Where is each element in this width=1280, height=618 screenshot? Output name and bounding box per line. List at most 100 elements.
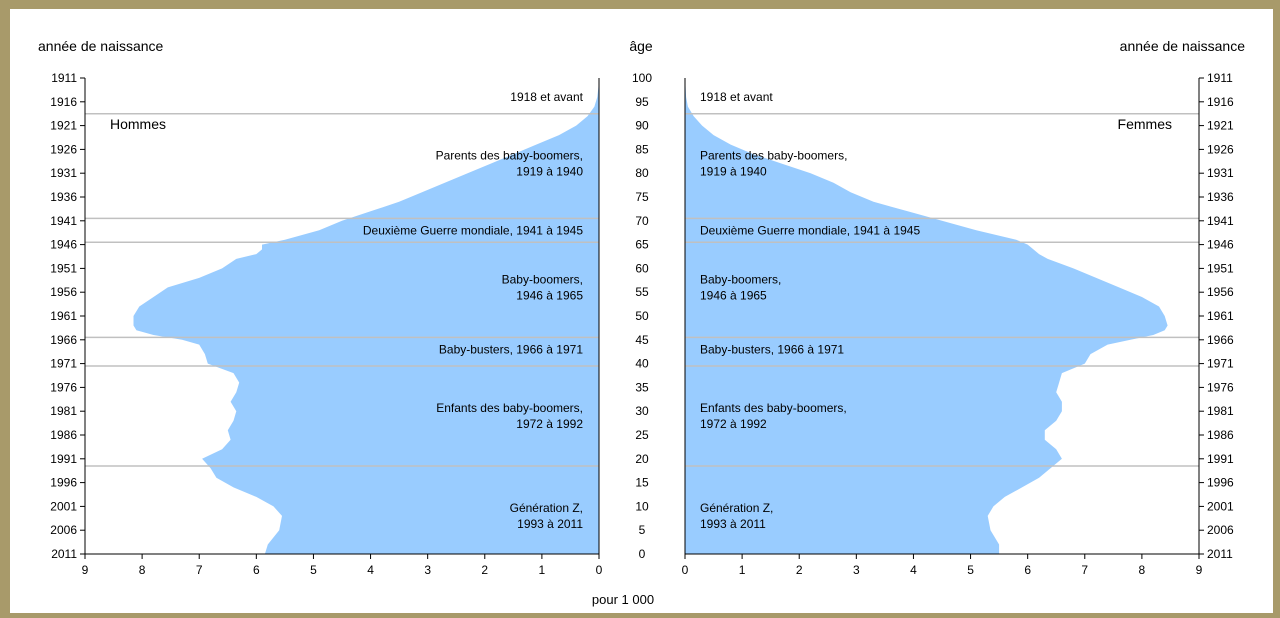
birth-year-tick-label-right: 1986	[1207, 428, 1234, 442]
birth-year-tick-label-left: 1921	[50, 119, 77, 133]
plot-area	[85, 78, 1199, 554]
birth-year-tick-label-right: 1956	[1207, 285, 1234, 299]
birth-year-tick-label-left: 1971	[50, 357, 77, 371]
age-tick-label: 30	[635, 404, 649, 418]
birth-year-tick-label-right: 2006	[1207, 523, 1234, 537]
x-tick-label-left: 4	[367, 563, 374, 577]
age-tick-label: 35	[635, 380, 649, 394]
series-area-femmes	[685, 78, 1168, 554]
age-tick-label: 20	[635, 452, 649, 466]
birth-year-tick-label-right: 1946	[1207, 238, 1234, 252]
generation-label-right-0: 1918 et avant	[700, 90, 773, 104]
x-tick-label-left: 6	[253, 563, 260, 577]
x-tick-label-left: 3	[424, 563, 431, 577]
age-tick-label: 65	[635, 238, 649, 252]
birth-year-tick-label-left: 1996	[50, 476, 77, 490]
generation-label-right-6: 1993 à 2011	[700, 517, 766, 531]
generation-label-left-3: Baby-boomers,	[502, 272, 583, 286]
birth-year-tick-label-left: 1961	[50, 309, 77, 323]
birth-year-tick-label-left: 1981	[50, 404, 77, 418]
x-tick-label-left: 8	[139, 563, 146, 577]
x-tick-label-right: 3	[853, 563, 860, 577]
x-tick-label-left: 0	[596, 563, 603, 577]
birth-year-tick-label-right: 1981	[1207, 404, 1234, 418]
birth-year-tick-label-right: 1961	[1207, 309, 1234, 323]
birth-year-tick-label-left: 2011	[51, 547, 77, 561]
x-tick-label-right: 5	[967, 563, 974, 577]
x-tick-label-right: 9	[1196, 563, 1203, 577]
x-tick-label-right: 4	[910, 563, 917, 577]
birth-year-tick-label-left: 2006	[50, 523, 77, 537]
x-tick-label-left: 9	[82, 563, 89, 577]
panel-label-women: Femmes	[1118, 116, 1172, 132]
generation-label-right-6: Génération Z,	[700, 501, 773, 515]
age-tick-label: 80	[635, 166, 649, 180]
birth-year-tick-label-left: 1936	[50, 190, 77, 204]
birth-year-tick-label-left: 1986	[50, 428, 77, 442]
generation-label-left-6: Génération Z,	[510, 501, 583, 515]
birth-year-tick-label-left: 1911	[51, 71, 77, 85]
birth-year-tick-label-right: 2001	[1207, 499, 1234, 513]
birth-year-tick-label-left: 1926	[50, 142, 77, 156]
generation-label-left-2: Deuxième Guerre mondiale, 1941 à 1945	[363, 223, 583, 237]
x-tick-label-left: 1	[539, 563, 546, 577]
chart-frame: année de naissance âge année de naissanc…	[10, 9, 1273, 613]
age-tick-label: 25	[635, 428, 649, 442]
birth-year-tick-label-left: 1916	[50, 95, 77, 109]
birth-year-tick-label-left: 1976	[50, 380, 77, 394]
birth-year-tick-label-right: 1941	[1207, 214, 1234, 228]
birth-year-tick-label-right: 1916	[1207, 95, 1234, 109]
population-pyramid-chart: année de naissance âge année de naissanc…	[38, 38, 1246, 607]
generation-annotations: 1918 et avant 1918 et avant Parents des ba…	[363, 90, 921, 531]
age-tick-label: 0	[639, 547, 646, 561]
age-tick-label: 5	[639, 523, 646, 537]
x-tick-label-right: 2	[796, 563, 803, 577]
age-tick-label: 90	[635, 119, 649, 133]
generation-label-right-1: Parents des baby-boomers,	[700, 149, 847, 163]
generation-label-right-4: Baby-busters, 1966 à 1971	[700, 342, 844, 356]
generation-label-left-0: 1918 et avant	[510, 90, 583, 104]
birth-year-tick-label-right: 2011	[1207, 547, 1233, 561]
age-tick-label: 85	[635, 142, 649, 156]
x-tick-label-right: 0	[682, 563, 689, 577]
birth-year-tick-label-right: 1971	[1207, 357, 1234, 371]
right-axis-title: année de naissance	[1120, 38, 1246, 54]
age-tick-label: 50	[635, 309, 649, 323]
generation-label-left-4: Baby-busters, 1966 à 1971	[439, 342, 583, 356]
age-tick-label: 60	[635, 261, 649, 275]
birth-year-tick-label-right: 1911	[1207, 71, 1233, 85]
birth-year-tick-label-right: 1926	[1207, 142, 1234, 156]
birth-year-tick-label-right: 1951	[1207, 261, 1234, 275]
birth-year-tick-label-left: 1956	[50, 285, 77, 299]
series-area-hommes	[133, 78, 599, 554]
generation-label-right-3: 1946 à 1965	[700, 288, 767, 302]
generation-label-right-2: Deuxième Guerre mondiale, 1941 à 1945	[700, 223, 920, 237]
x-tick-label-right: 6	[1024, 563, 1031, 577]
x-tick-label-right: 7	[1081, 563, 1088, 577]
birth-year-tick-label-left: 1941	[50, 214, 77, 228]
generation-label-right-5: Enfants des baby-boomers,	[700, 401, 847, 415]
birth-year-tick-label-right: 1996	[1207, 476, 1234, 490]
generation-label-right-3: Baby-boomers,	[700, 272, 781, 286]
age-tick-label: 70	[635, 214, 649, 228]
x-tick-label-left: 7	[196, 563, 203, 577]
age-tick-label: 10	[635, 499, 649, 513]
age-tick-label: 75	[635, 190, 649, 204]
generation-label-left-5: Enfants des baby-boomers,	[436, 401, 583, 415]
birth-year-tick-label-left: 1991	[50, 452, 77, 466]
x-tick-label-right: 1	[739, 563, 746, 577]
generation-label-left-3: 1946 à 1965	[516, 288, 583, 302]
generation-label-right-1: 1919 à 1940	[700, 165, 767, 179]
generation-label-left-6: 1993 à 2011	[517, 517, 583, 531]
x-tick-label-left: 2	[481, 563, 488, 577]
age-tick-label: 55	[635, 285, 649, 299]
generation-label-left-5: 1972 à 1992	[516, 417, 583, 431]
age-axis-title: âge	[629, 38, 653, 54]
birth-year-tick-label-left: 1946	[50, 238, 77, 252]
birth-year-tick-label-left: 1966	[50, 333, 77, 347]
x-tick-label-right: 8	[1139, 563, 1146, 577]
age-tick-label: 100	[632, 71, 652, 85]
birth-year-tick-label-left: 1931	[50, 166, 77, 180]
age-tick-label: 40	[635, 357, 649, 371]
birth-year-tick-label-right: 1966	[1207, 333, 1234, 347]
